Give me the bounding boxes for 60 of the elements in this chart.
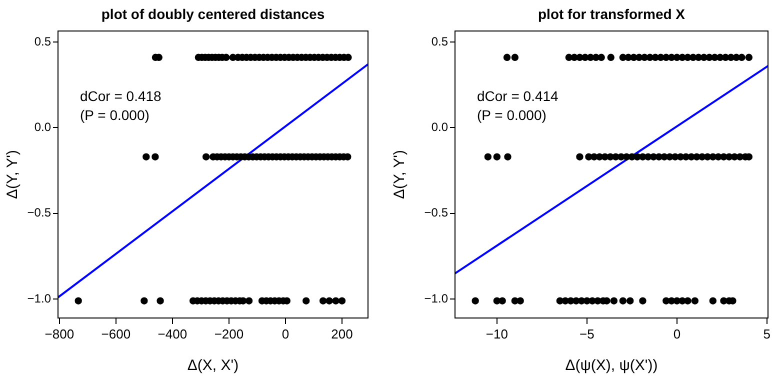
x-tick-label: −800 bbox=[44, 326, 74, 342]
point bbox=[745, 54, 753, 62]
point bbox=[152, 153, 159, 160]
point bbox=[319, 297, 327, 304]
annotation: dCor = 0.418 bbox=[80, 88, 162, 104]
y-tick-label: −1.0 bbox=[424, 291, 448, 306]
point bbox=[619, 297, 627, 304]
point bbox=[472, 297, 479, 304]
chart-title: plot of doubly centered distances bbox=[101, 6, 325, 22]
point bbox=[338, 297, 346, 304]
x-tick-label: 200 bbox=[331, 326, 353, 342]
point bbox=[142, 153, 150, 160]
point bbox=[516, 297, 524, 304]
x-tick-label: −400 bbox=[158, 326, 188, 342]
point bbox=[598, 54, 605, 62]
point bbox=[498, 297, 506, 304]
x-tick-label: 5 bbox=[763, 326, 771, 342]
point bbox=[503, 54, 511, 62]
point bbox=[326, 297, 333, 304]
point bbox=[245, 297, 253, 304]
point bbox=[484, 153, 492, 160]
y-axis-title: Δ(Y, Y') bbox=[4, 150, 22, 200]
point bbox=[576, 153, 584, 160]
point bbox=[156, 297, 164, 304]
x-axis-title: Δ(X, X') bbox=[187, 357, 239, 374]
y-tick-label: 0.0 bbox=[34, 120, 52, 134]
point bbox=[738, 54, 746, 62]
y-tick-label: 0.5 bbox=[34, 34, 52, 48]
x-tick-label: 0 bbox=[282, 326, 290, 342]
point bbox=[709, 297, 717, 304]
chart-title: plot for transformed X bbox=[538, 6, 686, 22]
point bbox=[504, 153, 512, 160]
point bbox=[202, 153, 210, 160]
y-tick-label: −1.0 bbox=[27, 291, 52, 306]
point bbox=[493, 153, 501, 160]
annotation: (P = 0.000) bbox=[477, 106, 546, 123]
x-tick-label: 0 bbox=[673, 326, 681, 342]
y-axis-title: Δ(Y, Y') bbox=[391, 150, 408, 200]
x-axis-title: Δ(ψ(X), ψ(X')) bbox=[565, 357, 658, 374]
annotation: dCor = 0.414 bbox=[477, 88, 559, 104]
x-tick-label: −600 bbox=[101, 326, 131, 342]
point bbox=[332, 297, 340, 304]
x-tick-label: −10 bbox=[486, 326, 508, 342]
y-tick-label: 0.0 bbox=[431, 120, 448, 134]
point bbox=[610, 297, 618, 304]
point bbox=[639, 297, 646, 304]
y-tick-label: −0.5 bbox=[424, 206, 448, 220]
annotation: (P = 0.000) bbox=[80, 106, 150, 123]
point bbox=[607, 54, 614, 62]
point bbox=[74, 297, 82, 304]
x-tick-label: −200 bbox=[214, 326, 244, 342]
point bbox=[691, 297, 699, 304]
point bbox=[626, 297, 634, 304]
point bbox=[302, 297, 310, 304]
y-tick-label: −0.5 bbox=[27, 206, 52, 220]
point bbox=[684, 297, 692, 304]
point bbox=[140, 297, 148, 304]
y-tick-label: 0.5 bbox=[431, 34, 448, 48]
point bbox=[511, 54, 519, 62]
x-tick-label: −5 bbox=[580, 326, 594, 342]
